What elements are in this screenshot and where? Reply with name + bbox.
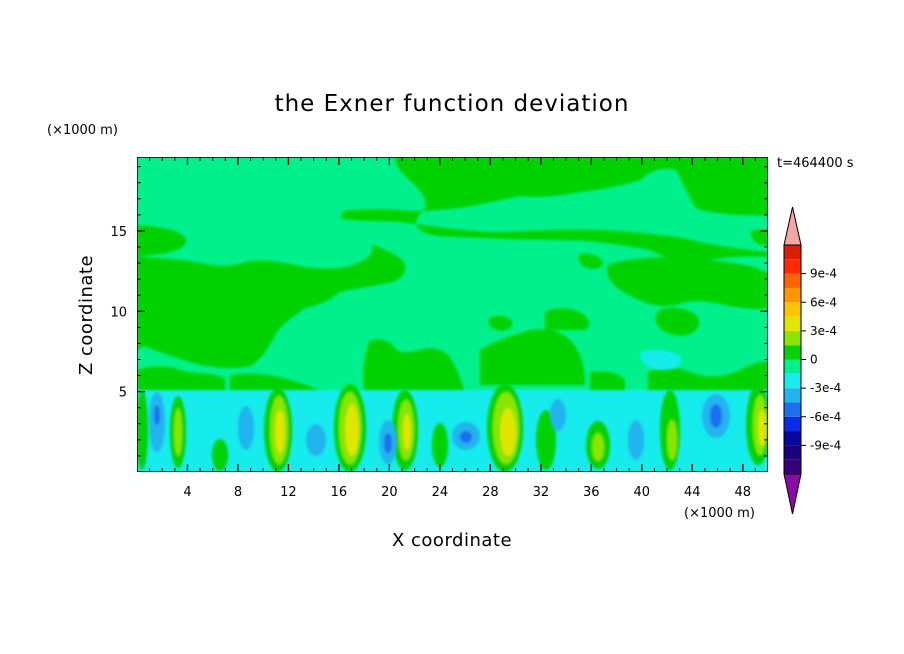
colorbar-tick-label: -3e-4 [810, 381, 841, 395]
colorbar-segment [784, 273, 801, 288]
lower-negative-cores [149, 392, 730, 464]
contour-patch [174, 408, 182, 456]
contour-patch [372, 391, 392, 400]
contour-patch [432, 423, 448, 467]
contour-patch [403, 414, 411, 450]
contour-patch [460, 431, 472, 443]
contour-patch [480, 329, 585, 385]
x-tick-label: 4 [183, 485, 191, 500]
contour-field [137, 157, 768, 472]
colorbar-segment [784, 316, 801, 331]
colorbar-tick-label: 3e-4 [810, 324, 837, 338]
colorbar-segment [784, 388, 801, 403]
y-axis-label: Z coordinate [76, 255, 97, 375]
colorbar-under-triangle [783, 473, 802, 515]
contour-patch [640, 349, 682, 370]
colorbar: 9e-4 6e-4 3e-4 0 -3e-4 -6e-4 -9e-4 [783, 206, 841, 515]
colorbar-segment [784, 416, 801, 432]
colorbar-segment [784, 402, 801, 417]
x-tick-label: 16 [331, 485, 348, 500]
colorbar-tick-label: 9e-4 [810, 267, 837, 281]
y-tick-label: 5 [119, 386, 127, 401]
contour-patch [628, 420, 644, 460]
y-tick-label: 15 [110, 225, 127, 240]
x-axis-label: X coordinate [392, 530, 512, 551]
contour-patch [178, 285, 287, 338]
colorbar-segment [784, 245, 801, 260]
colorbar-tick-label: 0 [810, 353, 818, 367]
colorbar-over-triangle [783, 206, 802, 246]
contour-patch [536, 410, 556, 470]
x-axis-ticks: 4 8 12 16 20 24 28 32 36 40 44 48 [149, 157, 756, 500]
colorbar-tick-label: -6e-4 [810, 410, 841, 424]
contour-patch [758, 410, 766, 446]
contour-patch [384, 433, 392, 453]
contour-patch [606, 257, 768, 309]
x-tick-label: 20 [381, 485, 398, 500]
contour-patch [750, 229, 768, 246]
contour-patch [137, 225, 186, 256]
contour-patch [500, 408, 516, 456]
x-axis-unit: (×1000 m) [684, 506, 755, 521]
colorbar-segment [784, 359, 801, 374]
x-tick-label: 28 [482, 485, 499, 500]
colorbar-segment [784, 431, 801, 446]
contour-patch [340, 157, 768, 265]
contour-patch [212, 439, 228, 471]
x-tick-label: 40 [634, 485, 651, 500]
colorbar-segment [784, 459, 801, 474]
x-tick-label: 12 [280, 485, 297, 500]
x-tick-label: 44 [684, 485, 701, 500]
lower-positive-columns [137, 384, 768, 472]
contour-patch [345, 404, 359, 456]
contour-patch [488, 315, 513, 331]
x-tick-label: 24 [432, 485, 449, 500]
y-tick-label: 10 [110, 305, 127, 320]
colorbar-segment [784, 345, 801, 360]
contour-patch [238, 406, 254, 450]
y-axis-unit: (×1000 m) [47, 123, 118, 138]
x-tick-label: 36 [583, 485, 600, 500]
contour-patch [592, 433, 604, 461]
colorbar-tick-label: -9e-4 [810, 438, 841, 452]
contour-patch [306, 424, 326, 456]
colorbar-segment [784, 373, 801, 389]
x-tick-label: 32 [533, 485, 550, 500]
contour-patch [545, 308, 590, 330]
contour-patch [550, 399, 566, 431]
contour-patch [710, 404, 722, 428]
chart-title: the Exner function deviation [275, 91, 630, 117]
colorbar-tick-label: 6e-4 [810, 295, 837, 309]
time-label: t=464400 s [777, 156, 854, 171]
colorbar-segment [784, 287, 801, 303]
contour-patch [363, 339, 465, 395]
colorbar-segment [784, 445, 801, 460]
y-axis-ticks: 5 10 15 [110, 166, 768, 457]
colorbar-segment [784, 302, 801, 317]
contour-patch [655, 307, 700, 336]
colorbar-segment [784, 259, 801, 274]
contour-patch [590, 371, 625, 395]
contour-patch [275, 410, 285, 454]
contour-patch [154, 405, 160, 425]
contour-patch [578, 253, 603, 269]
contour-patch [137, 390, 148, 470]
x-tick-label: 8 [234, 485, 242, 500]
contour-patch [667, 420, 677, 460]
x-tick-label: 48 [734, 485, 751, 500]
colorbar-segment [784, 330, 801, 346]
upper-positive-patches [137, 157, 768, 369]
